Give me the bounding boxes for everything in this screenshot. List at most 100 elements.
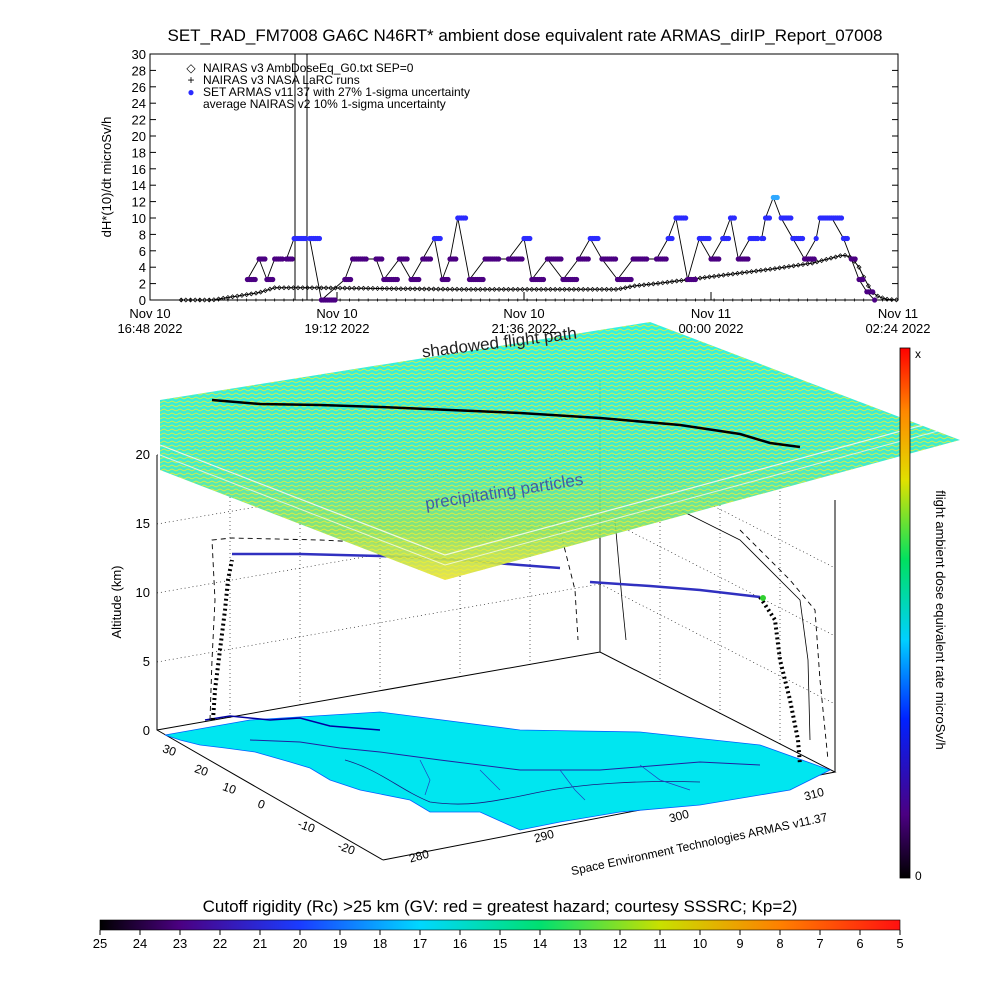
larc-marker-40 <box>553 298 557 302</box>
larc-marker-23 <box>394 298 398 302</box>
larc-marker-71 <box>843 298 847 302</box>
top-plot-ylabel: dH*(10)/dt microSv/h <box>99 117 114 238</box>
legend-symbol-armas: ● <box>187 85 194 99</box>
armas-dot-46 <box>348 276 354 283</box>
nairas-marker-122 <box>749 269 755 275</box>
larc-marker-62 <box>759 298 763 302</box>
armas-dot-58 <box>379 256 385 262</box>
nairas-marker-58 <box>449 286 455 292</box>
larc-marker-10 <box>273 298 277 302</box>
larc-marker-14 <box>310 298 314 302</box>
nairas-marker-153 <box>893 297 899 303</box>
nairas-marker-35 <box>342 285 348 291</box>
nairas-marker-136 <box>814 259 820 265</box>
nairas-marker-78 <box>543 286 549 292</box>
nairas-marker-60 <box>459 286 465 292</box>
ytick-label-24: 24 <box>132 96 146 111</box>
armas-dot-260 <box>813 235 819 242</box>
nairas-marker-25 <box>295 285 301 291</box>
armas-dot-286 <box>872 297 878 303</box>
larc-marker-39 <box>544 298 548 302</box>
armas-dot-285 <box>870 289 876 295</box>
nairas-marker-36 <box>346 285 352 291</box>
armas-dot-89 <box>445 276 451 283</box>
rigidity-tick-label-12: 12 <box>613 936 627 951</box>
ytick-label-30: 30 <box>132 47 146 62</box>
nairas-marker-129 <box>781 264 787 270</box>
nairas-marker-97 <box>632 283 638 289</box>
larc-marker-70 <box>834 298 838 302</box>
rigidity-tick-label-25: 25 <box>93 936 107 951</box>
larc-marker-37 <box>525 298 529 302</box>
larc-marker-36 <box>516 298 520 302</box>
nairas-marker-84 <box>571 286 577 292</box>
armas-dot-160 <box>595 235 601 242</box>
larc-marker-0 <box>179 298 183 302</box>
nairas-marker-80 <box>552 286 558 292</box>
nairas-marker-100 <box>646 281 652 287</box>
z-tick-20: 20 <box>136 447 150 462</box>
larc-marker-64 <box>778 298 782 302</box>
ytick-label-26: 26 <box>132 80 146 95</box>
rigidity-tick-label-16: 16 <box>453 936 467 951</box>
nairas-marker-107 <box>678 277 684 283</box>
larc-marker-25 <box>413 298 417 302</box>
larc-marker-18 <box>347 298 351 302</box>
larc-marker-52 <box>665 298 669 302</box>
scene-axes-box <box>156 380 837 861</box>
lon-tick-280: 280 <box>407 847 430 866</box>
rigidity-tick-label-6: 6 <box>856 936 863 951</box>
nairas-marker-46 <box>393 286 399 292</box>
lat-tick-10: 10 <box>221 779 239 797</box>
armas-dot-215 <box>716 256 722 262</box>
armas-dot-66 <box>394 276 400 283</box>
armas-dot-155 <box>585 256 591 262</box>
nairas-marker-94 <box>618 286 624 292</box>
altitude-axis-label: Altitude (km) <box>109 566 124 639</box>
xtick-label-line2-3: 00:00 2022 <box>678 321 743 336</box>
nairas-marker-12 <box>234 293 240 299</box>
nairas-marker-141 <box>837 253 843 259</box>
nairas-marker-16 <box>253 290 259 296</box>
larc-marker-42 <box>572 298 576 302</box>
nairas-marker-96 <box>627 284 633 290</box>
rigidity-tick-label-15: 15 <box>493 936 507 951</box>
larc-marker-2 <box>198 298 202 302</box>
rigidity-tick-label-24: 24 <box>133 936 147 951</box>
armas-dot-133 <box>540 276 547 283</box>
larc-marker-60 <box>740 298 744 302</box>
nairas-marker-121 <box>744 269 750 275</box>
nairas-marker-13 <box>239 292 245 298</box>
larc-marker-22 <box>385 298 389 302</box>
larc-marker-75 <box>880 298 884 302</box>
rigidity-tick-label-20: 20 <box>293 936 307 951</box>
nairas-marker-2 <box>188 297 194 303</box>
xtick-label-line1-4: Nov 11 <box>878 306 918 321</box>
nairas-marker-123 <box>753 268 759 274</box>
nairas-marker-83 <box>566 286 572 292</box>
armas-dot-42 <box>332 297 338 303</box>
larc-marker-29 <box>450 298 454 302</box>
armas-dot-106 <box>480 276 486 283</box>
ytick-label-16: 16 <box>132 162 146 177</box>
larc-marker-28 <box>441 298 445 302</box>
nairas-marker-70 <box>505 286 511 292</box>
nairas-marker-26 <box>300 285 306 291</box>
larc-marker-61 <box>750 298 754 302</box>
z-tick-10: 10 <box>136 585 150 600</box>
armas-dot-278 <box>852 256 858 262</box>
larc-marker-45 <box>600 298 604 302</box>
nairas-marker-47 <box>398 286 404 292</box>
nairas-marker-134 <box>805 261 811 267</box>
ytick-label-28: 28 <box>132 63 146 78</box>
rigidity-tick-label-10: 10 <box>693 936 707 951</box>
ytick-label-6: 6 <box>139 244 146 259</box>
nairas-marker-23 <box>286 285 292 291</box>
larc-marker-24 <box>404 298 408 302</box>
xtick-label-line1-1: Nov 10 <box>316 306 357 321</box>
nairas-marker-147 <box>865 283 871 289</box>
nairas-marker-106 <box>674 278 680 284</box>
larc-marker-17 <box>338 298 342 302</box>
larc-marker-46 <box>609 298 613 302</box>
